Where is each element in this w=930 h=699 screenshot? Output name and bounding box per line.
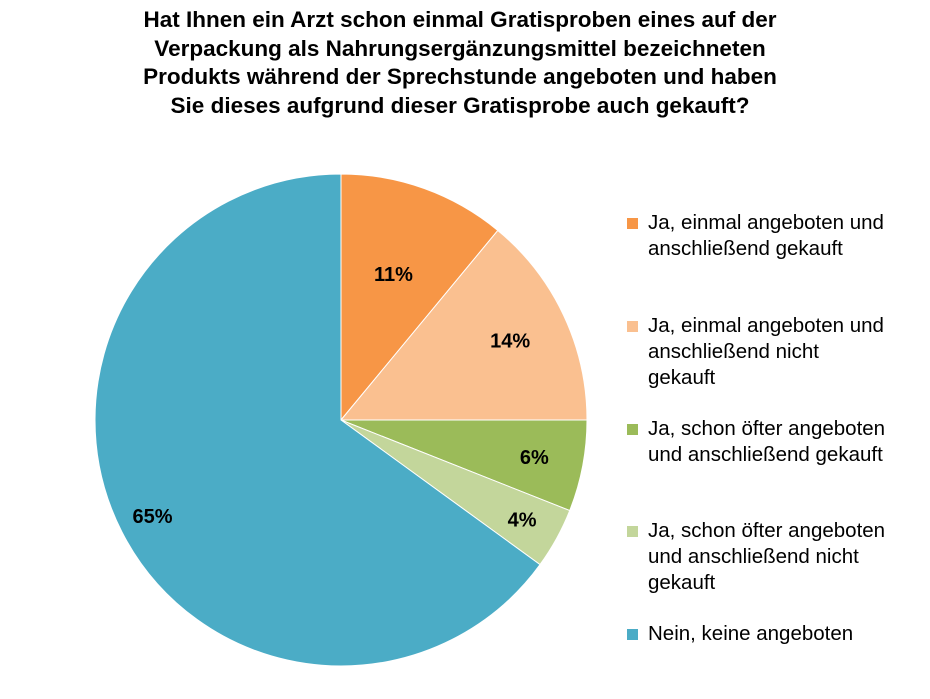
legend-swatch (627, 321, 638, 332)
chart-title: Hat Ihnen ein Arzt schon einmal Gratispr… (60, 6, 860, 120)
pie-slice-label: 4% (508, 510, 537, 532)
legend-label: Ja, einmal angeboten und anschließend ge… (648, 211, 884, 260)
chart-title-line: Hat Ihnen ein Arzt schon einmal Gratispr… (143, 7, 777, 32)
pie-slice (339, 229, 588, 421)
pie-slice (340, 173, 499, 422)
pie-slice-label: 65% (132, 506, 172, 528)
legend-label: Ja, einmal angeboten und anschließend ni… (648, 314, 884, 389)
legend-swatch (627, 526, 638, 537)
legend-swatch (627, 218, 638, 229)
legend-label: Ja, schon öfter angeboten und anschließe… (648, 519, 886, 594)
chart-title-line: Sie dieses aufgrund dieser Gratisprobe a… (170, 92, 750, 118)
legend-swatch (627, 629, 638, 640)
legend-swatch (627, 424, 638, 435)
legend-label: Ja, schon öfter angeboten und anschließe… (648, 417, 886, 466)
pie-slice-label: 14% (490, 330, 530, 352)
pie-slice-label: 6% (520, 447, 549, 469)
pie-slice-label: 11% (374, 264, 413, 286)
legend-label: Nein, keine angeboten (648, 622, 854, 645)
chart-title-line: Produkts während der Sprechstunde angebo… (143, 64, 777, 89)
pie-slice (94, 173, 541, 667)
chart-title-line: Verpackung als Nahrungsergänzungsmittel … (154, 35, 766, 61)
